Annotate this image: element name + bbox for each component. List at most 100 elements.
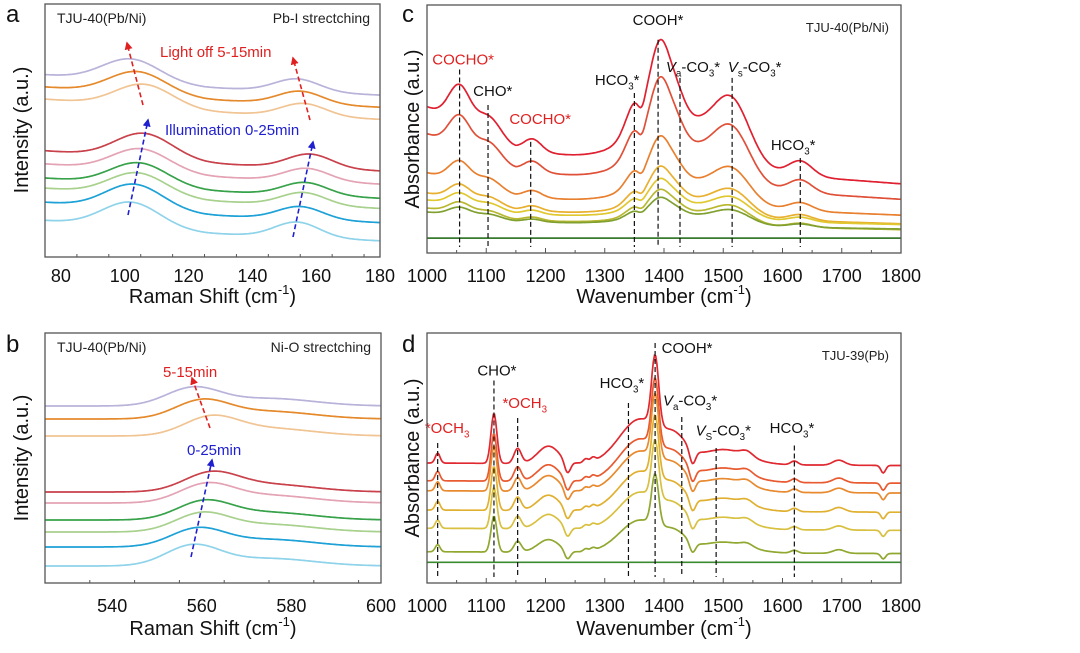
peak-label-part: V xyxy=(666,59,678,76)
peak-label-part: V xyxy=(728,59,740,76)
peak-label-part: * xyxy=(714,59,720,76)
panel-letter: c xyxy=(402,1,414,28)
x-axis-title-part: -1 xyxy=(733,614,745,629)
x-axis-title: Raman Shift (cm-1) xyxy=(129,614,296,640)
sample-title: TJU-40(Pb/Ni) xyxy=(57,339,146,355)
x-tick-label: 600 xyxy=(366,596,396,616)
x-tick-label: 120 xyxy=(174,266,204,286)
series-line-illum-6 xyxy=(45,470,381,493)
peak-label-part: 3 xyxy=(804,147,809,158)
peak-label-part: 3 xyxy=(633,385,638,396)
peak-label-part: *OCH xyxy=(425,420,464,437)
series-line-illum-3 xyxy=(45,171,381,210)
x-tick-label: 1800 xyxy=(881,266,921,286)
x-tick-label: 1500 xyxy=(703,266,743,286)
peak-label-part: *OCH xyxy=(502,395,541,412)
x-axis-title-part: Raman Shift (cm xyxy=(129,286,278,308)
peak-label-part: a xyxy=(673,402,679,413)
x-axis-title-part: ) xyxy=(290,618,297,640)
x-tick-label: 100 xyxy=(110,266,140,286)
panel-letter: b xyxy=(6,331,19,358)
peak-label-part: -CO xyxy=(743,59,771,76)
peak-label-part: * xyxy=(808,420,814,437)
peak-label-part: * xyxy=(745,423,751,440)
peak-label-part: HCO xyxy=(595,72,628,89)
x-tick-label: 540 xyxy=(97,596,127,616)
trend-caption: Light off 5-15min xyxy=(160,44,271,61)
peak-label-part: * xyxy=(776,59,782,76)
x-axis-title-part: Raman Shift (cm xyxy=(129,618,278,640)
series-line-illum-1 xyxy=(45,543,381,567)
peak-label-part: 3 xyxy=(628,82,633,93)
series-line-off-1 xyxy=(45,414,381,437)
trend-caption: Illumination 0-25min xyxy=(165,122,299,139)
series-line-illum-3 xyxy=(45,511,381,533)
x-axis-title-part: Wavenumber (cm xyxy=(576,286,733,308)
series-line-illum-2 xyxy=(45,183,381,224)
series-line-t6 xyxy=(426,188,901,231)
sample-title: TJU-39(Pb) xyxy=(822,348,889,363)
peak-label-part: * xyxy=(634,72,640,89)
series-line-t3 xyxy=(426,392,901,501)
peak-label-part: 3 xyxy=(464,430,469,441)
peak-label-part: HCO xyxy=(771,137,804,154)
y-axis-title: Intensity (a.u.) xyxy=(11,395,33,522)
x-tick-label: 1300 xyxy=(585,596,625,616)
x-tick-label: 1700 xyxy=(822,266,862,286)
peak-label: Va-CO3* xyxy=(663,393,717,414)
x-tick-label: 160 xyxy=(301,266,331,286)
trend-caption: 5-15min xyxy=(163,364,217,381)
peak-label: HCO3* xyxy=(770,420,815,441)
peak-label-part: 3 xyxy=(770,68,775,79)
x-tick-label: 1100 xyxy=(467,266,506,286)
x-tick-label: 1600 xyxy=(762,266,802,286)
peak-label-part: V xyxy=(696,423,708,440)
peak-label-part: * xyxy=(810,137,816,154)
x-tick-label: 1500 xyxy=(703,596,743,616)
panel-letter: d xyxy=(402,331,415,358)
series-line-t3 xyxy=(426,135,902,217)
x-tick-label: 1000 xyxy=(407,266,447,286)
series-line-off-3 xyxy=(45,385,381,407)
peak-label: CHO* xyxy=(477,363,516,380)
peak-label-part: -CO xyxy=(712,423,740,440)
x-tick-label: 1600 xyxy=(762,596,802,616)
trend-arrow xyxy=(190,376,211,429)
x-axis-title: Wavenumber (cm-1) xyxy=(576,282,751,308)
peak-label-part: 3 xyxy=(706,402,711,413)
peak-label-part: COCHO* xyxy=(509,111,571,128)
x-axis-title-part: ) xyxy=(289,286,296,308)
series-line-t2 xyxy=(426,377,901,492)
peak-label: HCO3* xyxy=(771,137,816,158)
peak-label: Vs-CO3* xyxy=(728,59,782,80)
x-tick-label: 1100 xyxy=(467,596,506,616)
peak-label-part: -CO xyxy=(681,59,709,76)
series-line-t1 xyxy=(426,38,902,185)
series-line-illum-6 xyxy=(45,132,381,172)
peak-label: Va-CO3* xyxy=(666,59,720,80)
trend-caption: 0-25min xyxy=(187,442,241,459)
panel-a: Light off 5-15min Illumination 0-25min 80 1… xyxy=(6,1,395,308)
mode-title: Ni-O strectching xyxy=(271,339,371,355)
y-axis-title: Absorbance (a.u.) xyxy=(402,50,424,209)
panel-b: 5-15min 0-25min 540 560 580 600 Raman Shift (c… xyxy=(6,331,396,640)
peak-label-part: COOH* xyxy=(662,340,713,357)
trend-arrow xyxy=(292,140,316,238)
series-line-t6 xyxy=(426,473,901,560)
x-tick-label: 1000 xyxy=(407,596,447,616)
sample-title: TJU-40(Pb/Ni) xyxy=(57,10,146,26)
peak-label-part: 3 xyxy=(709,68,714,79)
x-tick-label: 1400 xyxy=(644,596,684,616)
x-tick-label: 80 xyxy=(51,266,71,286)
peak-label-part: COOH* xyxy=(633,12,684,29)
series-line-illum-1 xyxy=(45,201,380,242)
x-tick-label: 1300 xyxy=(585,266,625,286)
peak-label: *OCH3 xyxy=(502,395,547,416)
peak-label: *OCH3 xyxy=(425,420,470,441)
series-line-t2 xyxy=(426,75,902,201)
peak-label-part: 3 xyxy=(803,430,808,441)
series-line-illum-2 xyxy=(45,526,381,548)
series-line-off-3 xyxy=(45,57,381,96)
